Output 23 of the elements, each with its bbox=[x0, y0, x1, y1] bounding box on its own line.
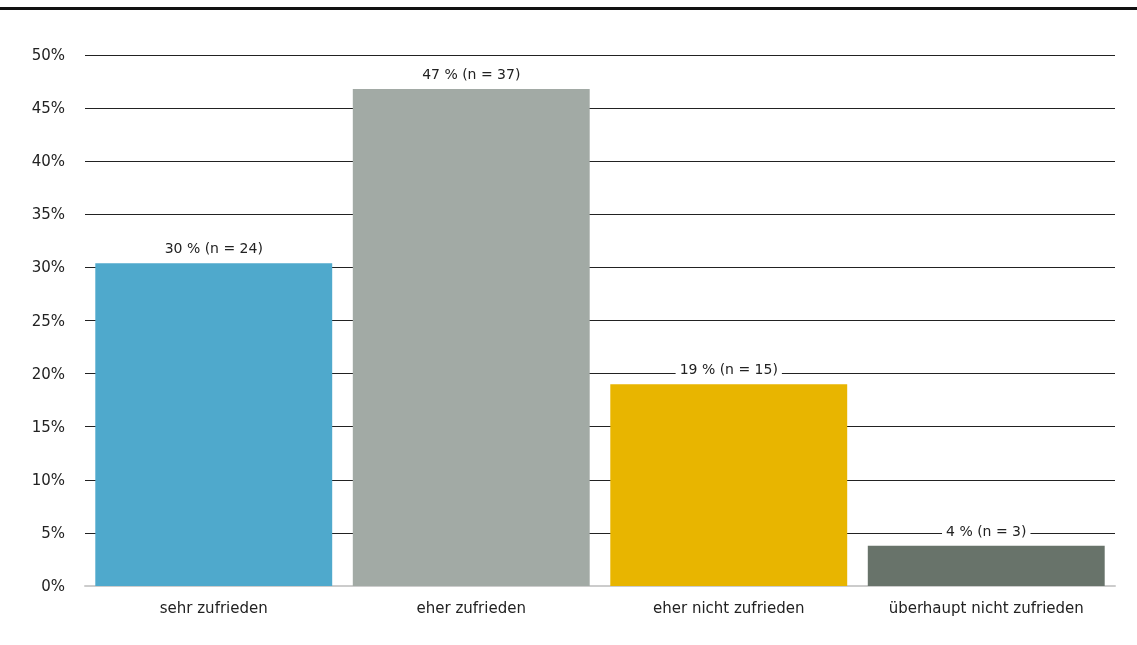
x-tick-label: überhaupt nicht zufrieden bbox=[888, 598, 1084, 617]
data-label: 4 % (n = 3) bbox=[946, 522, 1027, 539]
bar bbox=[95, 263, 333, 586]
y-tick-label: 25% bbox=[31, 311, 65, 330]
y-tick-label: 20% bbox=[31, 364, 65, 383]
x-tick-label: eher zufrieden bbox=[416, 598, 526, 617]
y-tick-label: 30% bbox=[31, 258, 65, 277]
data-label: 30 % (n = 24) bbox=[164, 240, 263, 257]
y-tick-label: 50% bbox=[31, 46, 65, 64]
data-label: 19 % (n = 15) bbox=[679, 361, 778, 378]
y-tick-label: 40% bbox=[31, 152, 65, 171]
bar bbox=[610, 384, 848, 586]
bar bbox=[867, 545, 1105, 586]
data-label: 47 % (n = 37) bbox=[422, 65, 521, 82]
bar bbox=[352, 88, 590, 586]
y-tick-label: 10% bbox=[31, 470, 65, 489]
y-tick-label: 45% bbox=[31, 99, 65, 118]
x-tick-label: sehr zufrieden bbox=[159, 598, 268, 617]
y-tick-label: 35% bbox=[31, 205, 65, 224]
x-tick-label: eher nicht zufrieden bbox=[653, 598, 805, 617]
y-tick-label: 5% bbox=[41, 523, 65, 542]
y-tick-label: 15% bbox=[31, 417, 65, 436]
y-tick-label: 0% bbox=[41, 577, 65, 595]
